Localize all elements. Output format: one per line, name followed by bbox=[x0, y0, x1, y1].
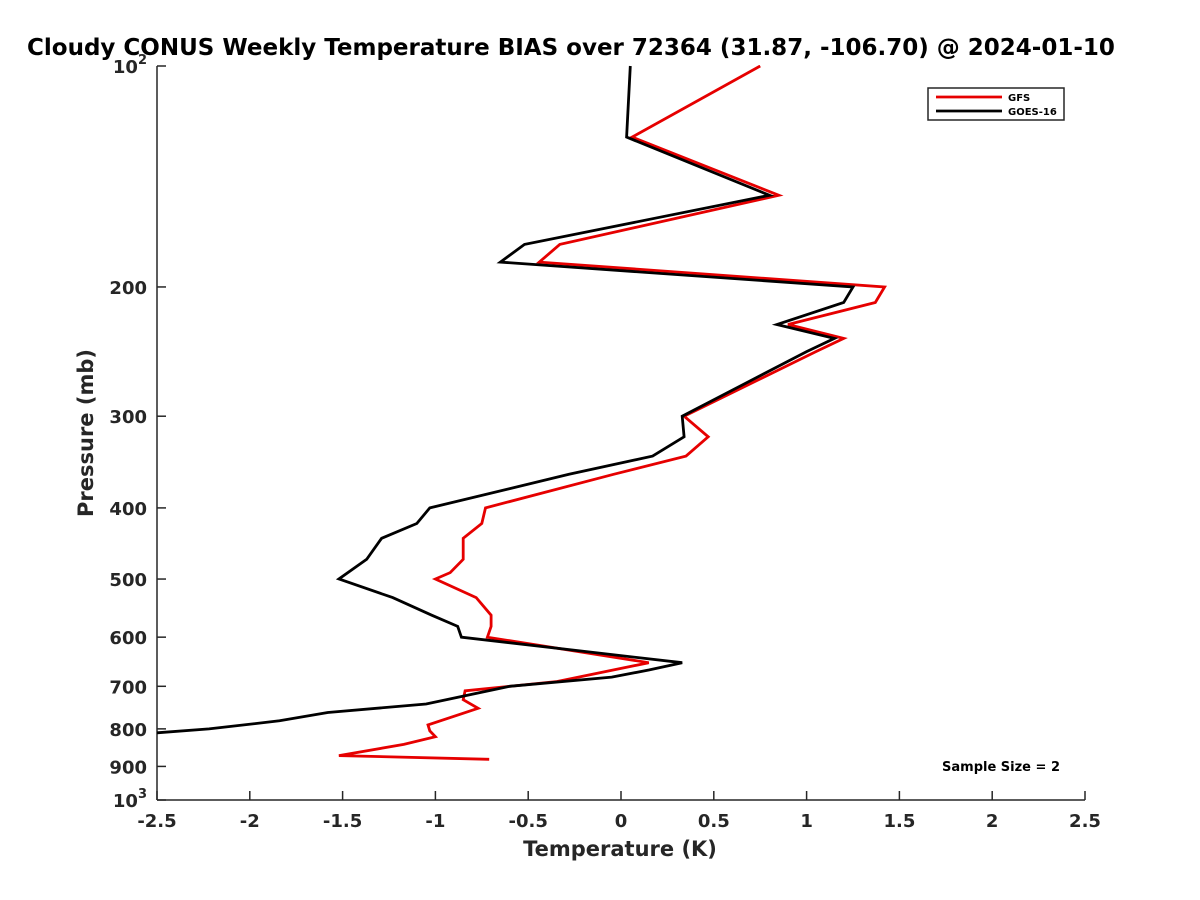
x-tick-label: 2.5 bbox=[1069, 811, 1101, 832]
y-tick-label: 103 bbox=[113, 787, 147, 812]
y-tick-label: 200 bbox=[109, 278, 147, 299]
series-line-gfs bbox=[338, 65, 887, 761]
y-tick-label: 700 bbox=[109, 677, 147, 698]
y-tick-label: 900 bbox=[109, 757, 147, 778]
x-tick-label: -2.5 bbox=[137, 811, 176, 832]
legend-box bbox=[927, 87, 1065, 121]
x-tick-label: -2 bbox=[240, 811, 260, 832]
x-tick-label: 1.5 bbox=[883, 811, 915, 832]
axes: -2.5 -2 -1.5 -1 -0.5 0 0.5 1 1.5 2 2.5102200300400… bbox=[109, 53, 1101, 832]
legend-label: GFS bbox=[1008, 93, 1030, 104]
x-tick-label: -1.5 bbox=[323, 811, 362, 832]
series-line-goes-16 bbox=[157, 65, 856, 735]
y-tick-label: 800 bbox=[109, 720, 147, 741]
legend-label: GOES-16 bbox=[1008, 107, 1057, 118]
y-tick-label: 600 bbox=[109, 628, 147, 649]
y-tick-base: 10 bbox=[113, 791, 138, 812]
y-tick-exponent: 2 bbox=[138, 53, 147, 68]
y-tick-label: 102 bbox=[113, 53, 147, 78]
x-axis-label: Temperature (K) bbox=[523, 837, 717, 861]
x-tick-label: 1 bbox=[800, 811, 813, 832]
legend: GFS GOES-16 bbox=[927, 87, 1065, 121]
x-tick-label: -1 bbox=[425, 811, 445, 832]
x-tick-label: 0.5 bbox=[698, 811, 730, 832]
y-tick-base: 10 bbox=[113, 57, 138, 78]
chart-title: Cloudy CONUS Weekly Temperature BIAS ove… bbox=[27, 35, 1115, 61]
y-tick-label: 300 bbox=[109, 407, 147, 428]
series-group bbox=[157, 65, 887, 761]
y-axis-label: Pressure (mb) bbox=[74, 349, 98, 517]
y-tick-label: 500 bbox=[109, 570, 147, 591]
y-tick-exponent: 3 bbox=[138, 787, 147, 802]
x-tick-label: 2 bbox=[986, 811, 999, 832]
x-tick-label: 0 bbox=[615, 811, 628, 832]
sample-size-annotation: Sample Size = 2 bbox=[942, 760, 1060, 775]
x-tick-label: -0.5 bbox=[509, 811, 548, 832]
y-tick-label: 400 bbox=[109, 499, 147, 520]
